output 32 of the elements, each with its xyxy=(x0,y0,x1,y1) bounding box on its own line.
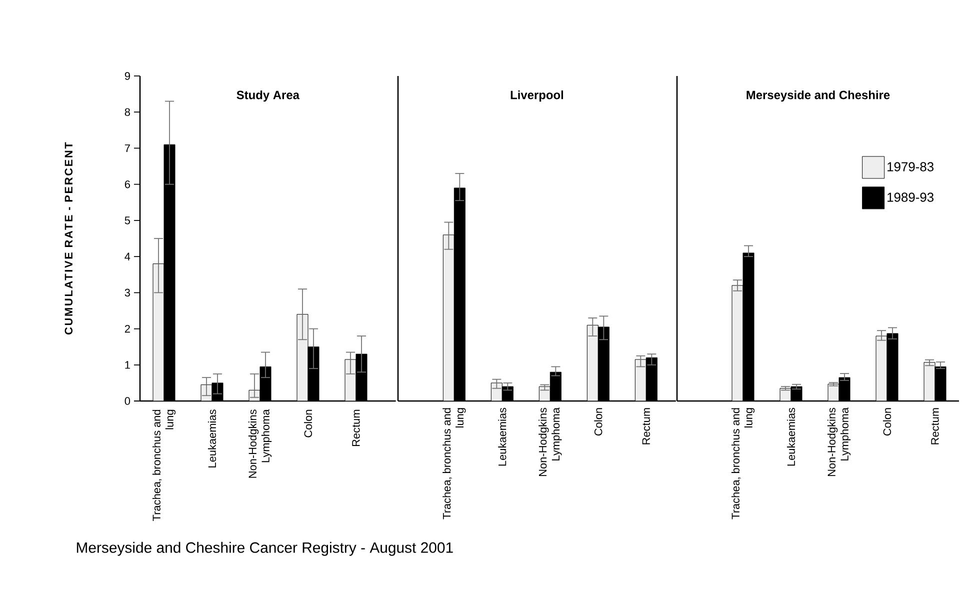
x-tick-label: Colon xyxy=(594,408,602,436)
x-tick-label: Leukaemias xyxy=(208,410,216,468)
x-tick-label: Trachea, bronchus and lung xyxy=(152,410,176,521)
y-tick-label: 8 xyxy=(124,108,130,116)
x-tick-label: Non-Hodgkins Lymphoma xyxy=(248,409,272,478)
legend-label: 1979-83 xyxy=(888,162,934,172)
y-tick-label: 9 xyxy=(124,72,130,80)
x-tick-label: Non-Hodgkins Lymphoma xyxy=(538,407,562,476)
x-tick-label: Leukaemias xyxy=(786,408,796,466)
text: Study Area xyxy=(236,90,300,102)
x-tick-label: Leukaemias xyxy=(498,408,506,466)
legend-label: 1989-93 xyxy=(888,192,934,202)
y-axis-title: CUMULATIVE RATE - PERCENT xyxy=(64,142,73,334)
x-tick-label: Rectum xyxy=(931,408,939,444)
y-tick-label: 2 xyxy=(124,324,130,333)
x-tick-label: Rectum xyxy=(352,410,360,446)
x-tick-label: Rectum xyxy=(642,408,650,444)
y-tick-label: 3 xyxy=(124,288,130,297)
x-tick-label: Colon xyxy=(304,410,312,438)
text: Liverpool xyxy=(510,90,564,102)
x-tick-label: Non-Hodgkins Lymphoma xyxy=(827,407,851,476)
y-tick-label: 6 xyxy=(124,180,130,188)
y-tick-label: 7 xyxy=(124,144,130,152)
y-tick-label: 0 xyxy=(124,397,130,405)
y-tick-label: 5 xyxy=(124,216,130,224)
x-tick-label: Trachea, bronchus and lung xyxy=(731,408,755,520)
y-tick-label: 4 xyxy=(124,252,130,260)
text: Merseyside and Cheshire Cancer Registry - August 2001 xyxy=(76,542,453,556)
x-tick-label: Trachea, bronchus and lung xyxy=(442,408,466,520)
y-tick-label: 1 xyxy=(125,361,130,369)
x-tick-label: Colon xyxy=(882,408,892,436)
text: Merseyside and Cheshire xyxy=(746,90,890,102)
